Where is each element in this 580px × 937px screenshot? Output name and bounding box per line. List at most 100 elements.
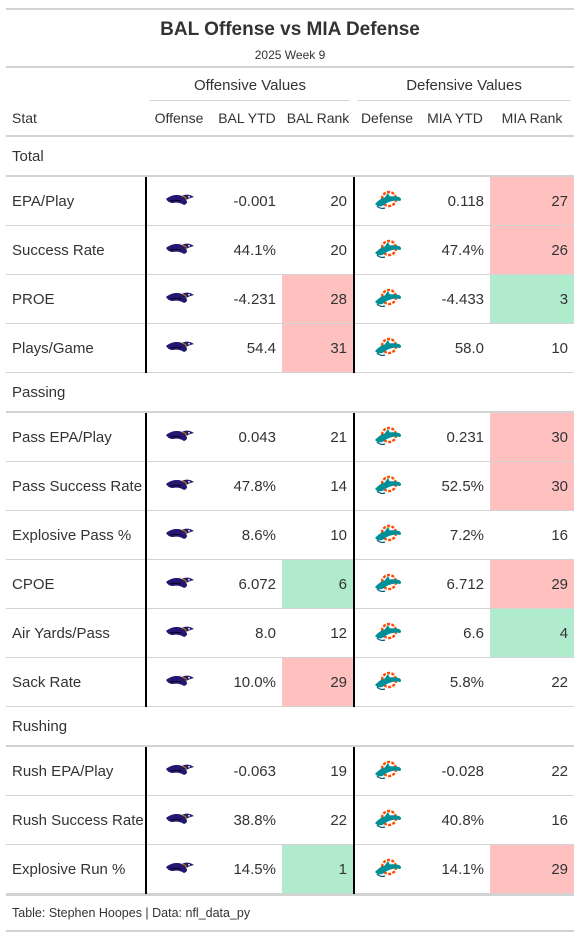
offense-logo — [145, 274, 212, 324]
dolphins-logo-icon — [373, 524, 403, 549]
dolphins-logo-icon — [373, 760, 403, 785]
mia-rank-value: 16 — [490, 795, 575, 845]
stat-name: Pass Success Rate — [6, 461, 146, 511]
ravens-logo-icon — [165, 479, 195, 496]
dolphins-logo-icon — [373, 190, 403, 215]
defense-logo — [353, 461, 421, 511]
mia-ytd-value: 0.231 — [420, 412, 491, 462]
defense-logo — [353, 225, 421, 275]
col-header-stat: Stat — [6, 101, 146, 137]
ravens-logo-icon — [165, 862, 195, 879]
mia-rank-value: 16 — [490, 510, 575, 560]
mia-ytd-value: 6.712 — [420, 559, 491, 609]
bal-rank-value: 20 — [282, 176, 355, 226]
offense-logo — [145, 559, 212, 609]
mia-ytd-value: -0.028 — [420, 746, 491, 796]
table-row: EPA/Play -0.001 20 0.118 27 — [6, 176, 575, 226]
ravens-logo-icon — [165, 194, 195, 211]
offense-logo — [145, 412, 212, 462]
mia-ytd-value: -4.433 — [420, 274, 491, 324]
stat-name: Air Yards/Pass — [6, 608, 146, 658]
offense-logo — [145, 323, 212, 373]
stat-name: Rush EPA/Play — [6, 746, 146, 796]
bal-rank-value: 19 — [282, 746, 355, 796]
offense-logo — [145, 844, 212, 894]
defense-logo — [353, 608, 421, 658]
ravens-logo-icon — [165, 292, 195, 309]
mia-ytd-value: 40.8% — [420, 795, 491, 845]
table-row: Pass Success Rate 47.8% 14 52.5% 30 — [6, 461, 575, 511]
table-row: Rush EPA/Play -0.063 19 -0.028 22 — [6, 746, 575, 796]
bottom-rule — [6, 930, 574, 932]
group-row: Rushing — [6, 706, 575, 747]
spanner-empty — [6, 67, 146, 101]
ravens-logo-icon — [165, 764, 195, 781]
group-label: Total — [6, 136, 575, 177]
table-title: BAL Offense vs MIA Defense — [160, 19, 420, 40]
dolphins-logo-icon — [373, 622, 403, 647]
stat-name: Explosive Run % — [6, 844, 146, 894]
mia-ytd-value: 7.2% — [420, 510, 491, 560]
col-header-bal-rank: BAL Rank — [282, 101, 355, 137]
bal-rank-value: 20 — [282, 225, 355, 275]
table-row: Explosive Pass % 8.6% 10 7.2% 16 — [6, 510, 575, 560]
spanner-offensive: Offensive Values — [146, 67, 354, 101]
bal-rank-value: 12 — [282, 608, 355, 658]
group-row: Total — [6, 136, 575, 177]
bal-rank-value: 28 — [282, 274, 355, 324]
bal-ytd-value: 8.0 — [212, 608, 282, 658]
mia-rank-value: 4 — [490, 608, 575, 658]
source-note: Table: Stephen Hoopes | Data: nfl_data_p… — [6, 894, 574, 926]
col-header-mia-rank: MIA Rank — [490, 101, 575, 137]
mia-rank-value: 30 — [490, 412, 575, 462]
col-header-defense: Defense — [354, 101, 421, 137]
mia-rank-value: 22 — [490, 657, 575, 707]
column-header-row: Stat Offense BAL YTD BAL Rank Defense MI… — [6, 101, 575, 137]
ravens-logo-icon — [165, 528, 195, 545]
bal-ytd-value: 44.1% — [212, 225, 282, 275]
offense-logo — [145, 657, 212, 707]
defense-logo — [353, 510, 421, 560]
offense-logo — [145, 225, 212, 275]
mia-ytd-value: 52.5% — [420, 461, 491, 511]
bal-ytd-value: -0.001 — [212, 176, 282, 226]
spanner-row: Offensive Values Defensive Values — [6, 67, 575, 101]
group-label: Rushing — [6, 706, 575, 747]
mia-rank-value: 30 — [490, 461, 575, 511]
bal-ytd-value: 54.4 — [212, 323, 282, 373]
bal-ytd-value: 10.0% — [212, 657, 282, 707]
ravens-logo-icon — [165, 341, 195, 358]
dolphins-logo-icon — [373, 573, 403, 598]
dolphins-logo-icon — [373, 475, 403, 500]
table-body: Total EPA/Play -0.001 20 0.118 27 Success Ra… — [6, 136, 575, 894]
bal-ytd-value: -0.063 — [212, 746, 282, 796]
bal-rank-value: 10 — [282, 510, 355, 560]
dolphins-logo-icon — [373, 809, 403, 834]
bal-ytd-value: 14.5% — [212, 844, 282, 894]
mia-rank-value: 10 — [490, 323, 575, 373]
mia-ytd-value: 47.4% — [420, 225, 491, 275]
defense-logo — [353, 412, 421, 462]
defense-logo — [353, 657, 421, 707]
defense-logo — [353, 274, 421, 324]
stat-name: Plays/Game — [6, 323, 146, 373]
offense-logo — [145, 795, 212, 845]
mia-ytd-value: 14.1% — [420, 844, 491, 894]
offense-logo — [145, 176, 212, 226]
ravens-logo-icon — [165, 243, 195, 260]
bal-rank-value: 6 — [282, 559, 355, 609]
ravens-logo-icon — [165, 675, 195, 692]
stat-name: EPA/Play — [6, 176, 146, 226]
dolphins-logo-icon — [373, 239, 403, 264]
bal-ytd-value: 38.8% — [212, 795, 282, 845]
table-row: CPOE 6.072 6 6.712 29 — [6, 559, 575, 609]
table-subtitle: 2025 Week 9 — [254, 48, 326, 62]
offense-logo — [145, 608, 212, 658]
mia-rank-value: 3 — [490, 274, 575, 324]
col-header-bal-ytd: BAL YTD — [212, 101, 282, 137]
table-row: Rush Success Rate 38.8% 22 40.8% 16 — [6, 795, 575, 845]
stat-name: Pass EPA/Play — [6, 412, 146, 462]
stat-name: CPOE — [6, 559, 146, 609]
col-header-mia-ytd: MIA YTD — [420, 101, 491, 137]
dolphins-logo-icon — [373, 426, 403, 451]
